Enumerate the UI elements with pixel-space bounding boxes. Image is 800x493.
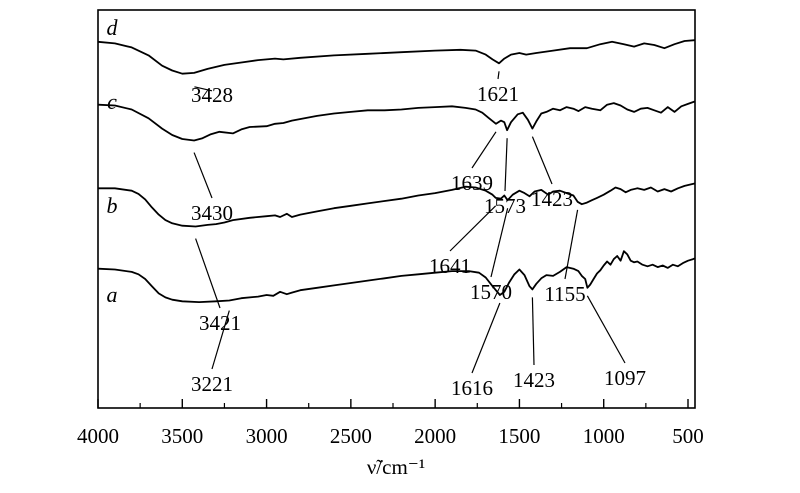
peak-leader-line <box>195 238 221 309</box>
peak-label-c-1573: 1573 <box>484 194 526 218</box>
x-tick-label: 3000 <box>246 424 288 448</box>
peak-leader-line <box>471 302 501 374</box>
x-axis-tick-labels: 4000 3500 3000 2500 2000 1500 1000 500 <box>77 424 704 448</box>
peak-label-b-1570: 1570 <box>470 280 512 304</box>
peak-leader-line <box>449 205 497 252</box>
series-d-line <box>97 39 695 75</box>
spectra-curves <box>97 39 696 303</box>
x-tick-label: 4000 <box>77 424 119 448</box>
x-tick-label: 1000 <box>583 424 625 448</box>
series-b-line <box>98 182 695 228</box>
peak-leader-line <box>531 297 535 366</box>
peak-label-a-1616: 1616 <box>451 376 493 400</box>
series-a-label: a <box>107 282 118 307</box>
x-tick-label: 2000 <box>414 424 456 448</box>
x-tick-label: 2500 <box>330 424 372 448</box>
series-b-label: b <box>107 193 118 218</box>
peak-leader-line <box>586 295 626 364</box>
plot-frame <box>97 9 696 409</box>
peak-leader-line <box>194 86 213 92</box>
x-axis-title: ν̃/cm⁻¹ <box>367 455 425 479</box>
series-d-label: d <box>107 15 119 40</box>
peak-leader-line <box>497 71 500 80</box>
peak-leader-line <box>211 310 230 370</box>
peak-label-d-3428: 3428 <box>191 83 233 107</box>
peak-leader-lines <box>193 71 626 374</box>
peak-leader-line <box>193 152 213 199</box>
peak-label-b-1641: 1641 <box>429 254 471 278</box>
curve-labels: d c b a <box>107 15 119 307</box>
series-c-label: c <box>107 89 117 114</box>
series-a-line <box>97 250 696 303</box>
peak-leader-line <box>531 136 553 185</box>
peak-label-a-3221: 3221 <box>191 372 233 396</box>
x-axis-ticks <box>97 399 689 408</box>
peak-label-c-3430: 3430 <box>191 201 233 225</box>
peak-label-a-1423: 1423 <box>513 368 555 392</box>
peak-leader-line <box>564 209 579 280</box>
peak-leader-line <box>490 208 509 278</box>
x-tick-label: 1500 <box>498 424 540 448</box>
peak-label-b-3421: 3421 <box>199 311 241 335</box>
peak-label-c-1423: 1423 <box>531 187 573 211</box>
peak-leader-line <box>471 131 497 169</box>
peak-label-a-1097: 1097 <box>604 366 646 390</box>
peak-label-c-1639: 1639 <box>451 171 493 195</box>
series-c-line <box>97 100 696 142</box>
peak-label-d-1621: 1621 <box>477 82 519 106</box>
peak-leader-line <box>504 138 508 192</box>
x-tick-label: 500 <box>672 424 704 448</box>
x-tick-label: 3500 <box>161 424 203 448</box>
peak-label-b-1155: 1155 <box>544 282 585 306</box>
